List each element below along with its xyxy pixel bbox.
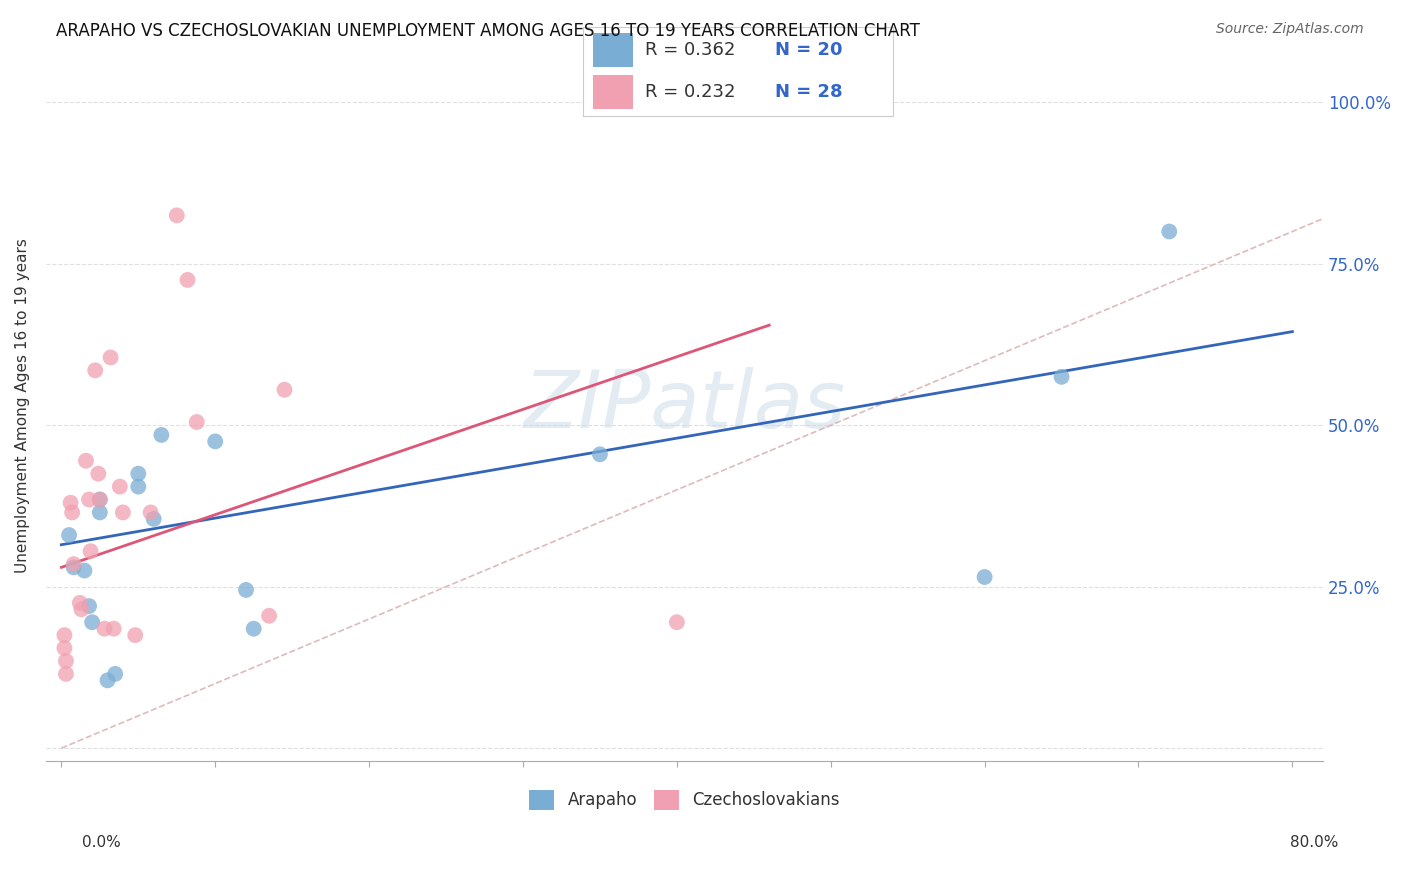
Point: [60, 505, 83, 519]
Point: [973, 570, 995, 584]
Point: [55, 666, 77, 681]
Point: [89, 505, 111, 519]
Point: [242, 622, 264, 636]
Text: Source: ZipAtlas.com: Source: ZipAtlas.com: [1216, 22, 1364, 37]
Text: N = 28: N = 28: [775, 83, 842, 101]
Point: [273, 383, 295, 397]
Point: [176, 273, 198, 287]
Point: [127, 480, 149, 494]
Text: R = 0.232: R = 0.232: [645, 83, 735, 101]
Point: [93, 622, 115, 636]
Point: [204, 434, 226, 449]
Point: [89, 492, 111, 507]
Y-axis label: Unemployment Among Ages 16 to 19 years: Unemployment Among Ages 16 to 19 years: [15, 238, 30, 574]
Point: [103, 622, 125, 636]
Point: [75, 454, 97, 468]
Text: N = 20: N = 20: [775, 41, 842, 59]
Point: [82, 615, 104, 630]
Point: [186, 415, 208, 429]
Point: [53, 641, 76, 656]
Point: [55, 654, 77, 668]
Point: [1159, 225, 1181, 239]
Point: [100, 351, 122, 365]
Text: ARAPAHO VS CZECHOSLOVAKIAN UNEMPLOYMENT AMONG AGES 16 TO 19 YEARS CORRELATION CH: ARAPAHO VS CZECHOSLOVAKIAN UNEMPLOYMENT …: [56, 22, 920, 40]
Point: [108, 480, 131, 494]
Legend: Arapaho, Czechoslovakians: Arapaho, Czechoslovakians: [523, 783, 846, 817]
Point: [257, 608, 280, 623]
Point: [69, 596, 91, 610]
Point: [70, 602, 93, 616]
Text: 0.0%: 0.0%: [82, 836, 121, 850]
Point: [62, 557, 84, 571]
Text: ZIPatlas: ZIPatlas: [523, 367, 845, 445]
Point: [589, 447, 612, 461]
Point: [79, 544, 101, 558]
Point: [87, 467, 110, 481]
Point: [84, 363, 107, 377]
Point: [62, 560, 84, 574]
Point: [77, 599, 100, 613]
Point: [111, 505, 134, 519]
Point: [58, 528, 80, 542]
Point: [53, 628, 76, 642]
Point: [77, 492, 100, 507]
Point: [235, 582, 257, 597]
Point: [139, 505, 162, 519]
Point: [150, 428, 173, 442]
Point: [59, 496, 82, 510]
Bar: [593, 33, 633, 67]
Point: [89, 492, 111, 507]
Point: [124, 628, 146, 642]
Point: [96, 673, 118, 688]
Point: [127, 467, 149, 481]
Point: [665, 615, 688, 630]
Point: [1050, 369, 1073, 384]
Bar: [593, 75, 633, 109]
Text: 80.0%: 80.0%: [1291, 836, 1339, 850]
Text: R = 0.362: R = 0.362: [645, 41, 735, 59]
Point: [142, 512, 165, 526]
Point: [166, 208, 188, 222]
Point: [73, 564, 96, 578]
Point: [104, 666, 127, 681]
